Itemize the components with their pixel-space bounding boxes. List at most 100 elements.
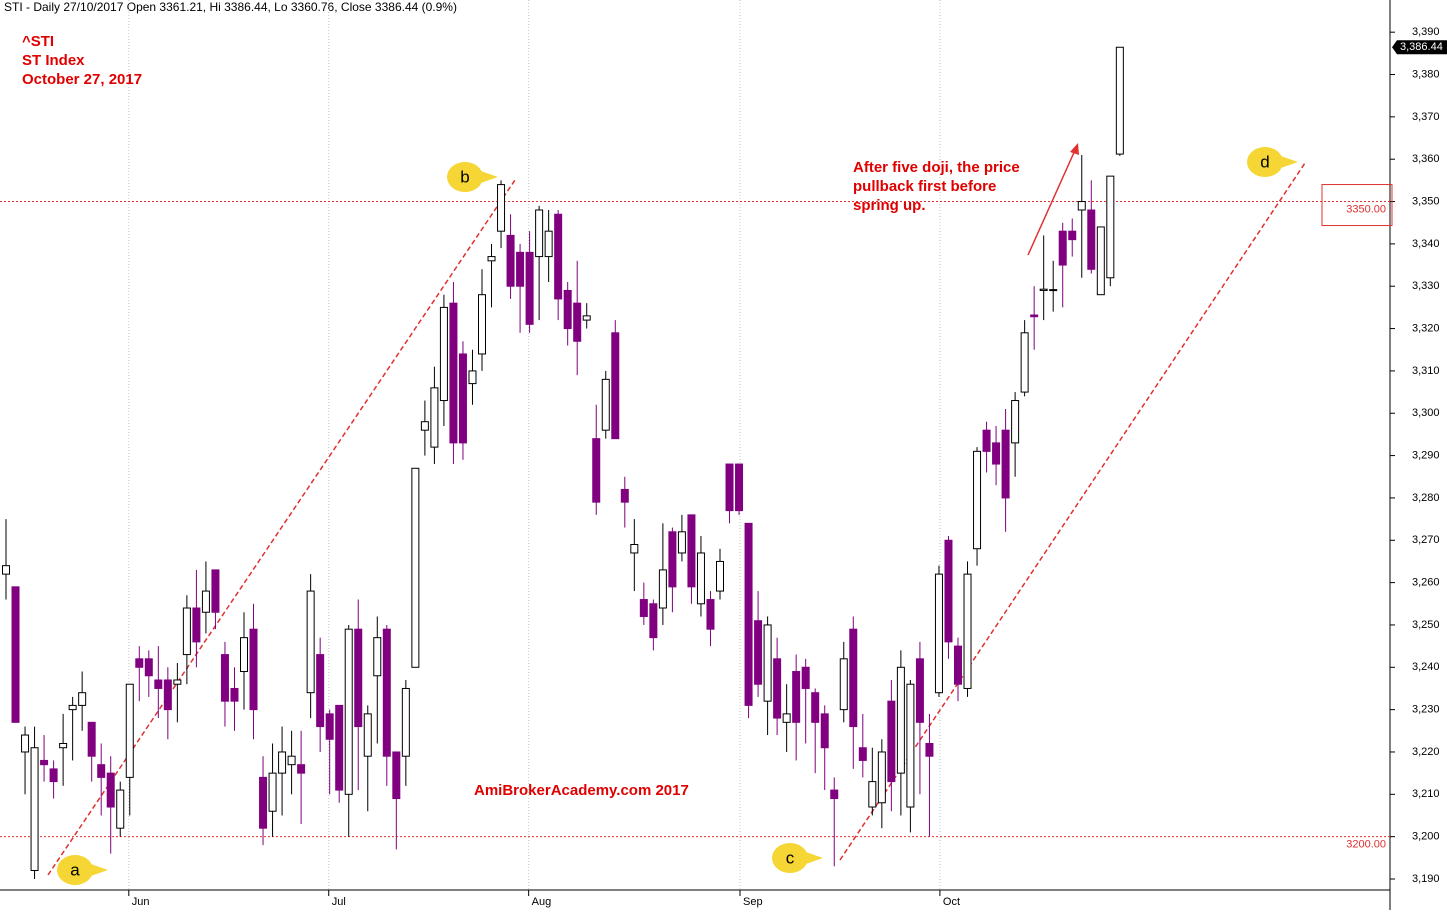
callout-label: d bbox=[1260, 152, 1269, 171]
candle-body bbox=[240, 637, 248, 673]
candle-body bbox=[877, 751, 886, 804]
candle-body bbox=[192, 607, 201, 643]
y-tick-label: 3,220 bbox=[1412, 746, 1440, 758]
y-tick-label: 3,350 bbox=[1412, 195, 1440, 207]
candle-body bbox=[325, 713, 334, 740]
candle-body bbox=[68, 704, 77, 711]
candle-body bbox=[506, 234, 515, 287]
candle-body bbox=[116, 789, 125, 829]
callout-bubble bbox=[447, 162, 483, 192]
candle-body bbox=[335, 704, 344, 791]
candle-body bbox=[934, 573, 943, 694]
candle-body bbox=[173, 679, 182, 685]
candle-body bbox=[725, 463, 734, 512]
y-tick-label: 3,230 bbox=[1412, 704, 1440, 716]
candle-body bbox=[658, 569, 667, 609]
candle-body bbox=[268, 772, 277, 812]
candle-body bbox=[344, 628, 353, 795]
annotation-line: pullback first before bbox=[853, 178, 996, 195]
candle-body bbox=[639, 599, 648, 617]
candle-body bbox=[963, 573, 972, 689]
candle-body bbox=[458, 353, 467, 444]
candle-body bbox=[944, 539, 953, 643]
candle-body bbox=[487, 256, 496, 262]
y-tick-label: 3,200 bbox=[1412, 831, 1440, 843]
candle-body bbox=[535, 209, 544, 258]
candle-body bbox=[573, 302, 582, 342]
reference-label: 3350.00 bbox=[1346, 203, 1386, 215]
candle-body bbox=[354, 628, 363, 728]
candle-body bbox=[544, 230, 553, 258]
candle-body bbox=[1049, 289, 1058, 292]
candle-body bbox=[525, 251, 534, 325]
candle-body bbox=[887, 700, 896, 783]
candle-body bbox=[439, 306, 448, 402]
candle-body bbox=[915, 658, 924, 723]
callout-bubble bbox=[57, 855, 93, 885]
candle-body bbox=[259, 776, 268, 829]
x-tick-label: Jul bbox=[332, 896, 346, 908]
candle-body bbox=[420, 421, 429, 431]
price-tag-label: 3,386.44 bbox=[1400, 41, 1443, 53]
candle-body bbox=[1096, 226, 1105, 296]
candle-body bbox=[363, 713, 372, 757]
candle-body bbox=[782, 713, 791, 723]
candle-body bbox=[449, 302, 458, 444]
candle-body bbox=[468, 370, 477, 385]
y-tick-label: 3,360 bbox=[1412, 153, 1440, 165]
candle-body bbox=[1001, 429, 1010, 499]
candle-body bbox=[554, 213, 563, 300]
candle-body bbox=[649, 603, 658, 639]
candle-body bbox=[611, 332, 620, 440]
y-tick-label: 3,240 bbox=[1412, 661, 1440, 673]
y-tick-label: 3,370 bbox=[1412, 111, 1440, 123]
candle-body bbox=[706, 599, 715, 630]
candle-body bbox=[744, 522, 753, 706]
watermark: AmiBrokerAcademy.com 2017 bbox=[474, 782, 689, 799]
candle-body bbox=[763, 624, 772, 702]
callout: d bbox=[1247, 147, 1298, 177]
candle-body bbox=[906, 683, 915, 808]
y-tick-label: 3,270 bbox=[1412, 534, 1440, 546]
callout: c bbox=[772, 843, 823, 873]
candle-body bbox=[592, 438, 601, 503]
candle-body bbox=[677, 531, 686, 554]
candle-body bbox=[668, 531, 677, 588]
candle-body bbox=[144, 658, 153, 677]
reference-label: 3200.00 bbox=[1346, 839, 1386, 851]
title-line: ^STI bbox=[22, 33, 54, 50]
x-tick-label: Sep bbox=[743, 896, 763, 908]
callout: b bbox=[447, 162, 498, 192]
y-tick-label: 3,310 bbox=[1412, 365, 1440, 377]
callout-label: c bbox=[786, 848, 795, 867]
candle-body bbox=[297, 764, 306, 774]
y-tick-label: 3,250 bbox=[1412, 619, 1440, 631]
callout-label: a bbox=[70, 860, 80, 879]
y-tick-label: 3,380 bbox=[1412, 68, 1440, 80]
candle-body bbox=[21, 734, 30, 753]
x-tick-label: Jun bbox=[132, 896, 150, 908]
candle-body bbox=[620, 488, 629, 503]
candle-body bbox=[382, 628, 391, 757]
candle-body bbox=[30, 747, 39, 872]
candle-body bbox=[896, 666, 905, 774]
trend-line bbox=[839, 162, 1306, 861]
candle-body bbox=[1020, 332, 1029, 393]
candle-body bbox=[411, 467, 420, 668]
callout-bubble bbox=[772, 843, 808, 873]
y-tick-label: 3,390 bbox=[1412, 26, 1440, 38]
candle-body bbox=[59, 743, 68, 749]
candle-body bbox=[306, 590, 315, 694]
candle-body bbox=[211, 569, 220, 613]
title-line: ST Index bbox=[22, 52, 85, 69]
callout: a bbox=[57, 855, 108, 885]
y-tick-label: 3,290 bbox=[1412, 449, 1440, 461]
candle-body bbox=[1115, 46, 1124, 155]
header: STI - Daily 27/10/2017 Open 3361.21, Hi … bbox=[4, 0, 457, 14]
candle-body bbox=[516, 251, 525, 287]
candle-body bbox=[125, 683, 134, 778]
candle-body bbox=[287, 755, 296, 766]
title-line: October 27, 2017 bbox=[22, 71, 142, 88]
candle-body bbox=[87, 721, 96, 757]
